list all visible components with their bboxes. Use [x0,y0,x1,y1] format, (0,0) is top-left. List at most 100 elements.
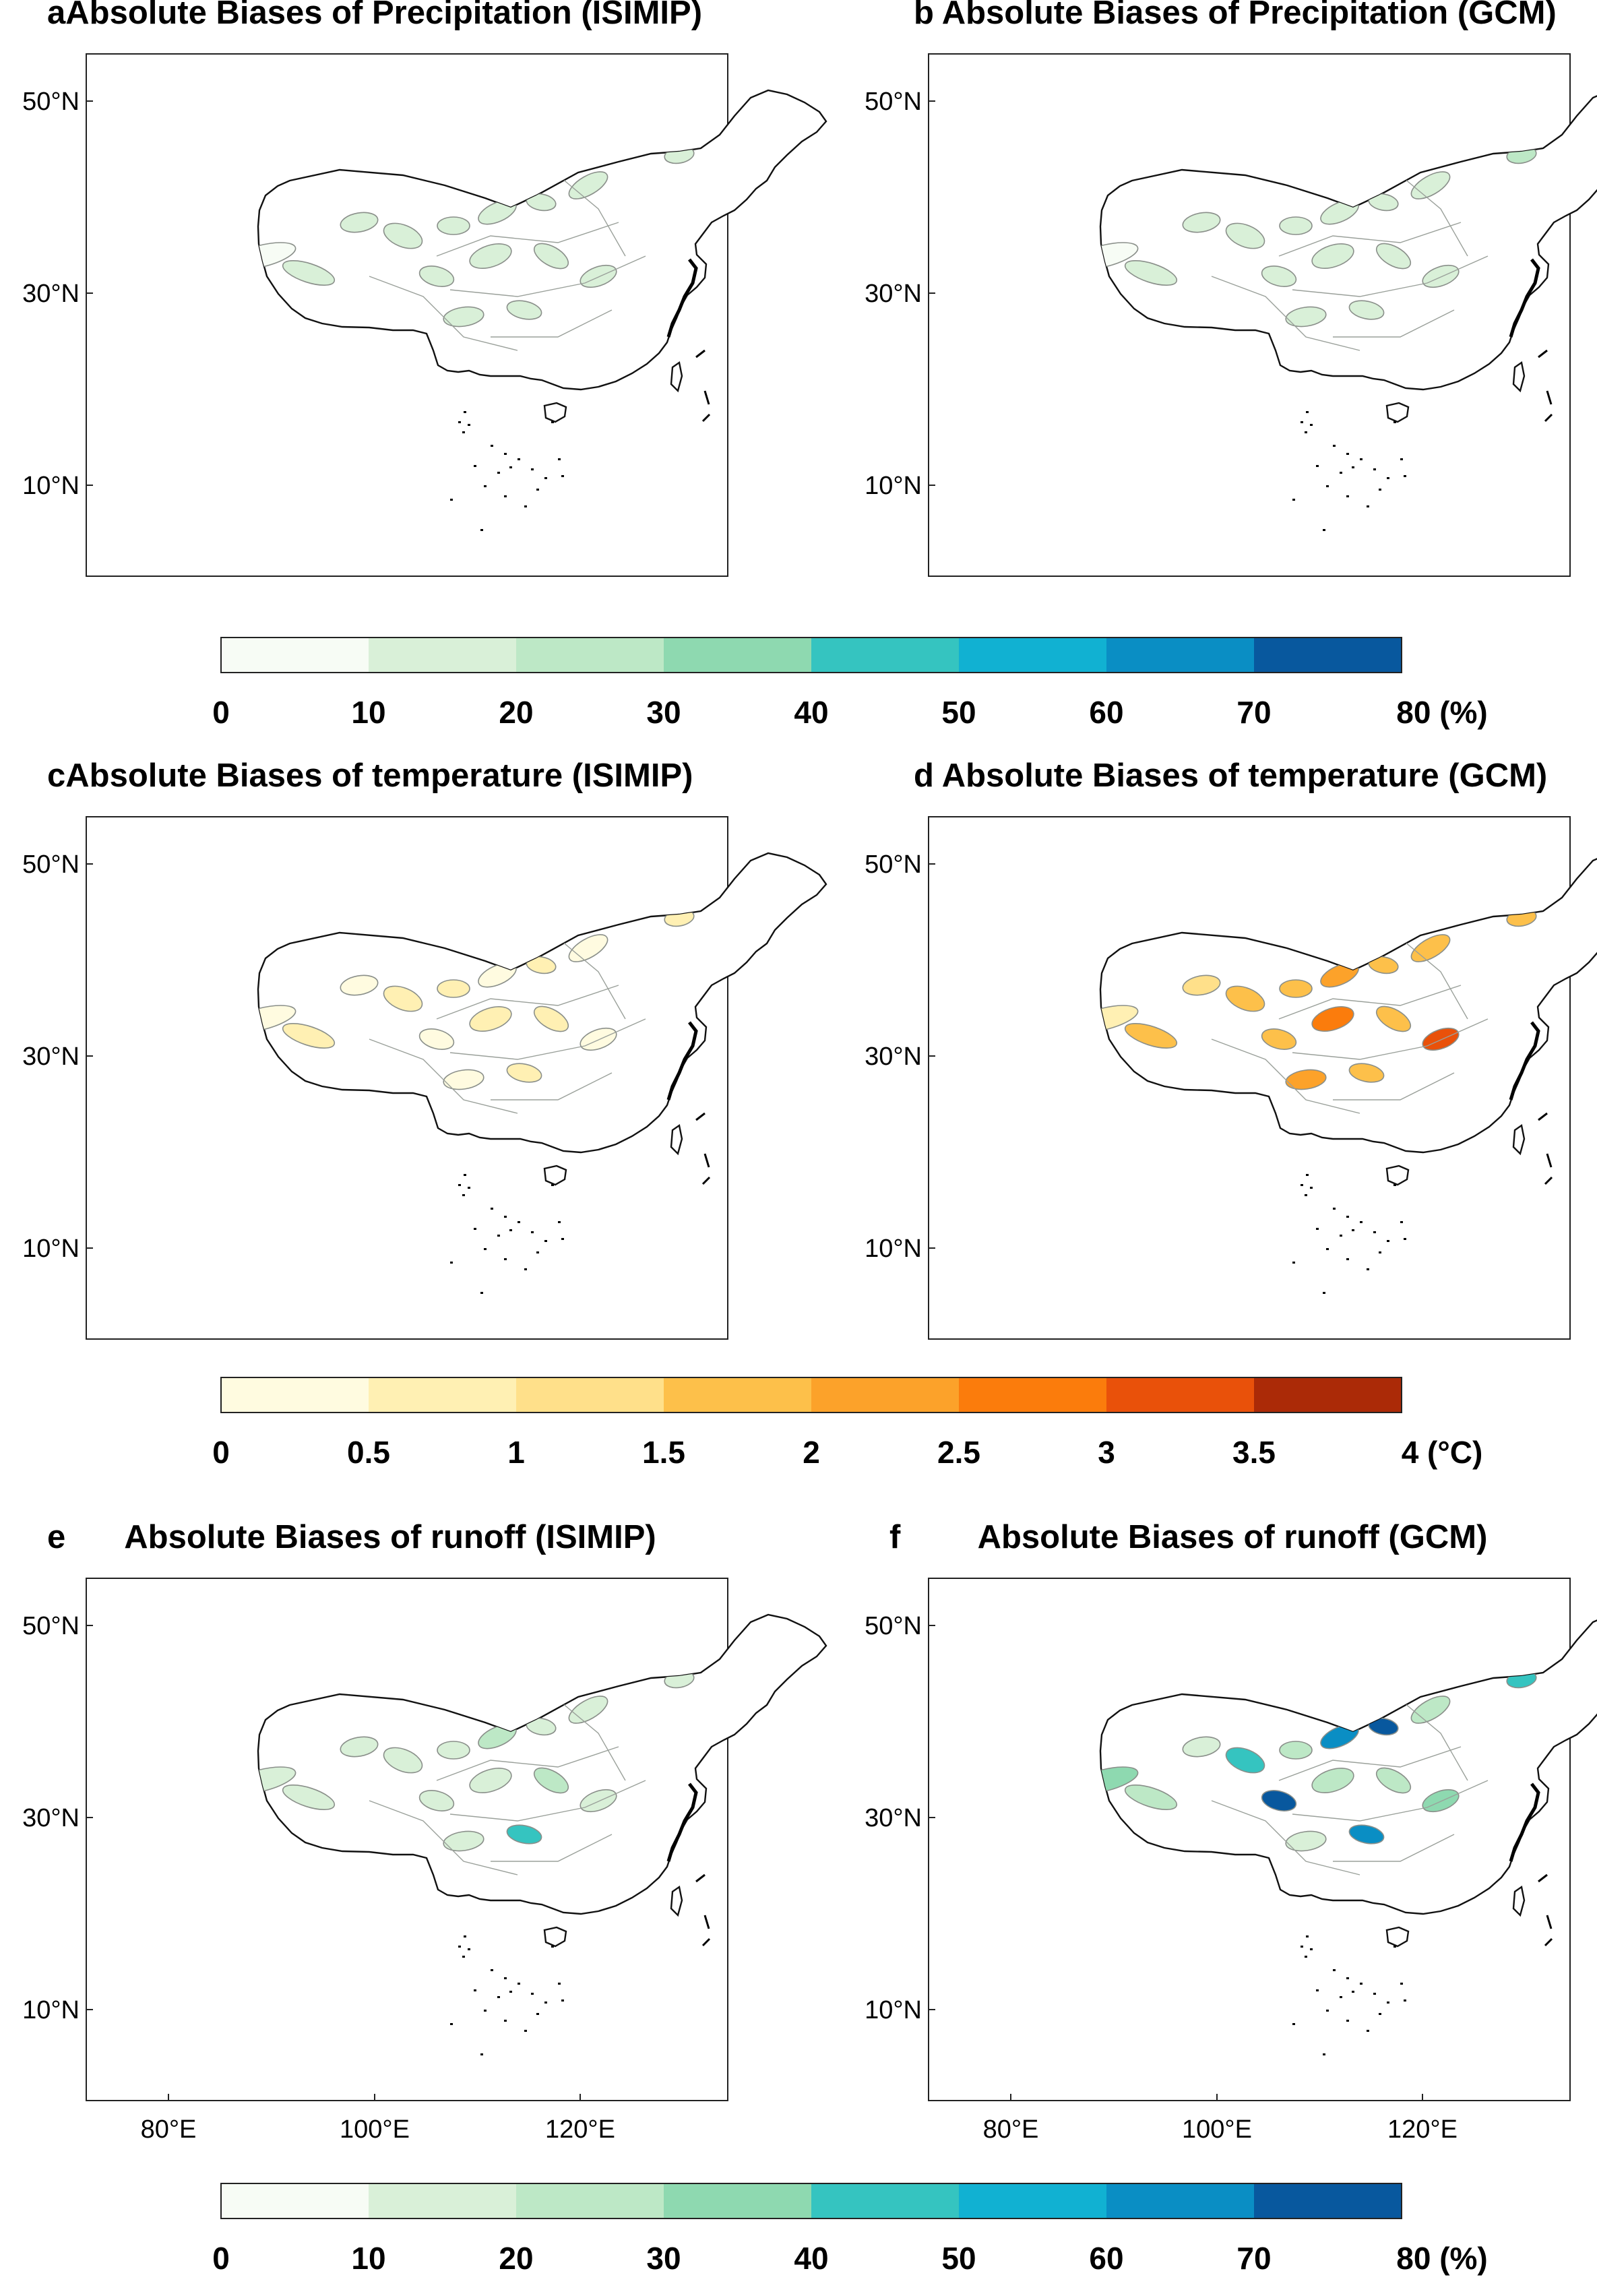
basin-polygon [1375,1767,1412,1794]
island-speck [1301,1184,1303,1186]
island-speck [480,529,483,531]
island-speck [484,485,487,487]
panel-title: d Absolute Biases of temperature (GCM) [914,757,1547,794]
colorbar-segment [1106,2183,1255,2219]
basin-polygon [437,979,470,998]
colorbar-runoff: 0 10 20 30 40 50 60 70 80 (%) [212,2183,1488,2276]
basin-polygon [1261,1028,1297,1050]
island-speck [450,2023,453,2025]
island-dash [1546,1153,1553,1168]
basin-boundary [369,1800,518,1875]
colorbar-segment [959,638,1107,673]
island-dash [1538,349,1548,359]
basin-polygon [418,1028,455,1050]
lat-tick-label: 50°N [22,88,80,116]
lon-tick-label: 100°E [1182,2115,1252,2144]
island-speck [1326,485,1329,487]
basin-polygon [1225,985,1265,1012]
basin-polygon [1311,1768,1354,1793]
colorbar-segment [516,2183,664,2219]
colorbar-segment [516,1377,664,1413]
basin-boundary [491,309,613,338]
basin-boundary [449,255,646,297]
map-panel-b: b Absolute Biases of Precipitation (GCM)… [865,0,1597,577]
basin-polygon [1182,212,1221,233]
colorbar-segment [516,638,664,673]
island-speck [491,1969,493,1971]
island-speck [1394,1184,1396,1186]
basin-boundary [557,937,626,1020]
island-speck [458,1946,461,1948]
island-speck [504,495,507,497]
island-speck [450,499,453,501]
basin-polygon [1311,243,1354,269]
island-speck [1400,1221,1403,1223]
basin-boundary [436,985,619,1020]
island-speck [1367,1268,1369,1270]
lat-tick-label: 10°N [22,1235,80,1263]
basin-boundary [1292,1780,1489,1822]
basin-polygon [1124,1023,1178,1049]
colorbar-segment [811,2183,960,2219]
island-dash [1538,1112,1548,1121]
island-speck [1323,2053,1325,2055]
island-speck [509,466,512,468]
island-speck [1333,445,1336,447]
basin-boundary [1400,1699,1468,1781]
colorbar-segment [221,638,369,673]
lat-tick-label: 10°N [865,472,922,500]
lat-tick-label: 50°N [22,850,80,879]
colorbar-segment [1254,1377,1402,1413]
colorbar-segment [664,1377,812,1413]
island-speck [1301,1946,1303,1948]
basin-polygon [383,222,423,249]
basin-polygon [1375,243,1412,270]
basin-polygon [1311,1006,1354,1032]
island-speck [464,1174,466,1176]
colorbar-tick-label: 1.5 [642,1435,685,1470]
lat-tick-label: 50°N [865,88,922,116]
lat-tick-label: 30°N [22,1804,80,1832]
island-speck [1373,468,1376,470]
island-speck [1310,424,1313,426]
island-dash [703,390,710,405]
island-speck [1352,1991,1354,1993]
colorbar-tick-label: 20 [499,695,533,730]
lon-tick-label: 120°E [545,2115,615,2144]
island-speck [561,475,564,477]
island-speck [474,1989,476,1991]
colorbar-segment [369,2183,517,2219]
basin-polygon [443,1830,484,1852]
colorbar-tick-label: 10 [351,695,385,730]
island-dash [703,1153,710,1168]
map-panel-a: aAbsolute Biases of Precipitation (ISIMI… [22,0,827,577]
colorbar-segment [221,1377,369,1413]
colorbar-tick-label: 80 (%) [1396,2241,1487,2276]
colorbar-tick-label: 40 [794,2241,828,2276]
lat-tick-label: 50°N [865,1612,922,1640]
colorbar-segment [959,2183,1107,2219]
lat-tick-label: 10°N [865,1235,922,1263]
basin-layer [1100,1644,1537,1852]
basin-polygon [1182,1736,1221,1758]
island-speck [1316,465,1319,467]
island-dash [695,1112,706,1121]
basin-polygon [383,985,423,1012]
island-speck [1400,1983,1403,1985]
lat-tick-label: 30°N [22,1043,80,1071]
basin-polygon [1375,1005,1412,1032]
basin-polygon [533,1005,569,1032]
basin-boundary [1278,985,1462,1020]
island-dash [1544,1937,1553,1947]
island-speck [1360,1983,1363,1985]
panel-title: b Absolute Biases of Precipitation (GCM) [914,0,1557,31]
basin-polygon [506,1824,542,1844]
island-speck [551,1184,554,1186]
basin-polygon [1225,222,1265,249]
basin-boundary [1333,1834,1455,1862]
basin-polygon [1279,1741,1313,1760]
colorbar-frame [220,1377,1402,1413]
lat-tick-label: 50°N [22,1612,80,1640]
island-speck [1352,466,1354,468]
colorbar-tick-label: 60 [1089,2241,1123,2276]
